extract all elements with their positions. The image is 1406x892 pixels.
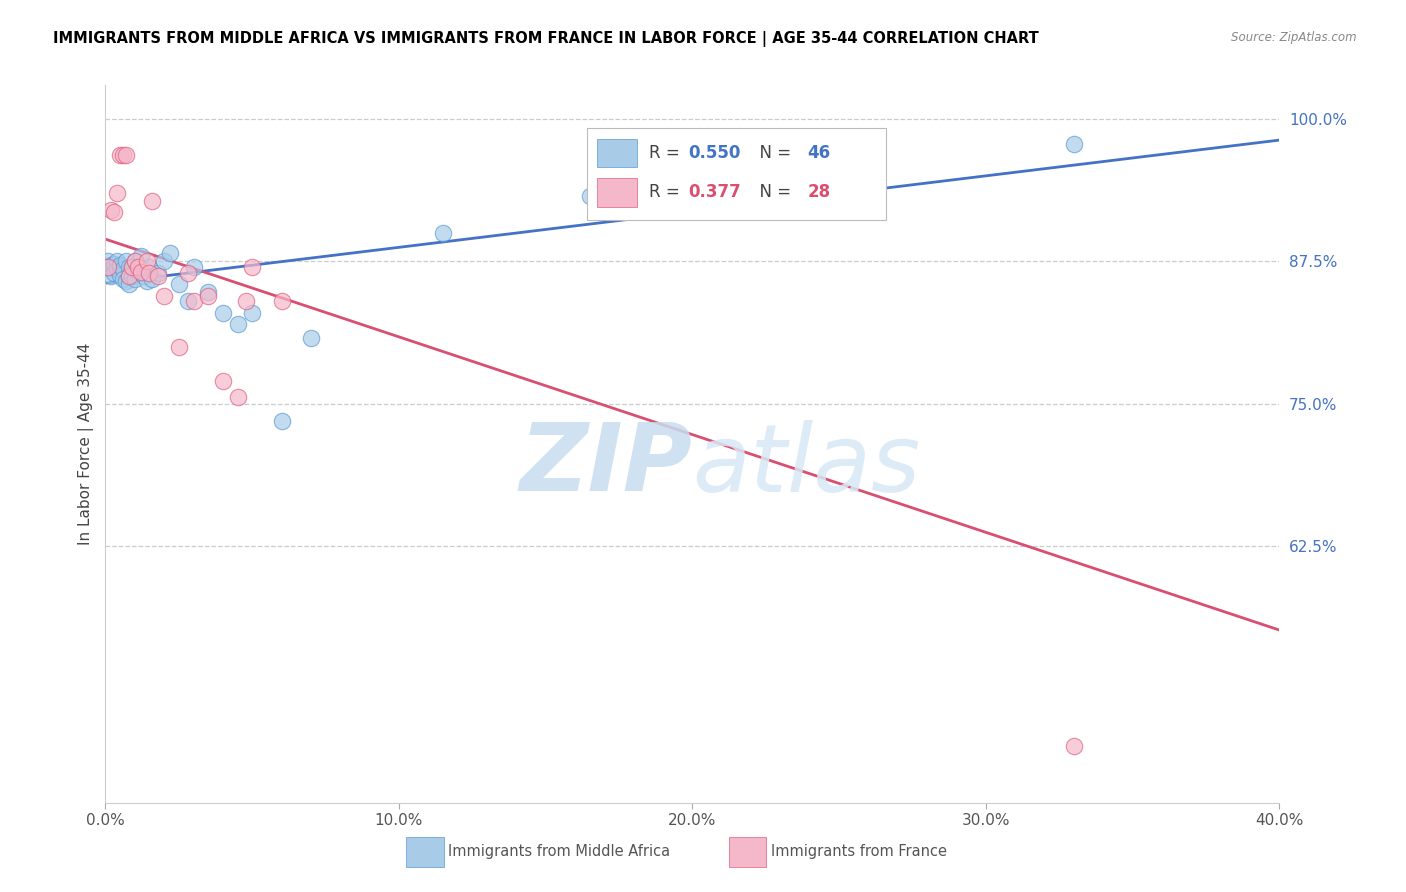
Point xyxy=(197,288,219,302)
Text: Immigrants from Middle Africa: Immigrants from Middle Africa xyxy=(449,844,671,859)
Point xyxy=(176,266,198,280)
Point xyxy=(108,268,131,282)
Point xyxy=(100,262,122,277)
Point xyxy=(197,285,219,300)
Point xyxy=(97,260,120,274)
Text: Source: ZipAtlas.com: Source: ZipAtlas.com xyxy=(1232,31,1357,45)
Point xyxy=(103,257,125,271)
Point xyxy=(129,265,152,279)
Point xyxy=(121,260,143,274)
Point xyxy=(132,269,155,284)
Point xyxy=(138,266,160,280)
FancyBboxPatch shape xyxy=(598,138,637,168)
Point xyxy=(100,258,122,272)
Text: ZIP: ZIP xyxy=(520,419,693,511)
Point xyxy=(118,269,141,284)
Point xyxy=(108,258,131,272)
Point xyxy=(105,262,128,277)
Point xyxy=(270,414,292,428)
Point xyxy=(153,254,176,268)
Point xyxy=(159,246,181,260)
Point xyxy=(115,148,138,162)
FancyBboxPatch shape xyxy=(728,838,766,867)
Point xyxy=(1063,136,1085,151)
Point xyxy=(270,294,292,309)
Text: N =: N = xyxy=(749,144,796,162)
Point xyxy=(115,254,138,268)
Point xyxy=(226,317,249,331)
Point xyxy=(112,148,135,162)
Point xyxy=(148,266,170,280)
Point xyxy=(135,274,157,288)
Point xyxy=(141,194,163,208)
Point xyxy=(135,254,157,268)
Text: 0.550: 0.550 xyxy=(688,144,740,162)
Point xyxy=(183,294,205,309)
Point xyxy=(129,249,152,263)
Point xyxy=(211,374,233,388)
Point xyxy=(141,271,163,285)
Point xyxy=(138,260,160,274)
Point xyxy=(240,306,263,320)
Point xyxy=(299,331,322,345)
Text: atlas: atlas xyxy=(693,420,921,511)
Text: R =: R = xyxy=(650,184,685,202)
Text: R =: R = xyxy=(650,144,685,162)
Point xyxy=(127,263,149,277)
Point xyxy=(103,266,125,280)
Text: 46: 46 xyxy=(807,144,831,162)
Point xyxy=(97,254,120,268)
Point xyxy=(105,254,128,268)
Y-axis label: In Labor Force | Age 35-44: In Labor Force | Age 35-44 xyxy=(79,343,94,545)
Text: 28: 28 xyxy=(807,184,831,202)
Point xyxy=(108,260,131,274)
Text: IMMIGRANTS FROM MIDDLE AFRICA VS IMMIGRANTS FROM FRANCE IN LABOR FORCE | AGE 35-: IMMIGRANTS FROM MIDDLE AFRICA VS IMMIGRA… xyxy=(53,31,1039,47)
Point xyxy=(100,269,122,284)
Point xyxy=(112,262,135,277)
Point xyxy=(118,277,141,292)
FancyBboxPatch shape xyxy=(586,128,886,219)
Point xyxy=(127,260,149,274)
Point xyxy=(578,189,600,203)
Point xyxy=(103,260,125,274)
Point xyxy=(124,271,146,285)
Point xyxy=(183,260,205,274)
Point xyxy=(121,269,143,284)
Point xyxy=(103,205,125,219)
Point xyxy=(167,340,190,354)
FancyBboxPatch shape xyxy=(598,178,637,207)
Point xyxy=(121,260,143,274)
Point xyxy=(112,271,135,285)
Point xyxy=(1063,739,1085,753)
Point xyxy=(167,277,190,292)
Point xyxy=(153,288,176,302)
FancyBboxPatch shape xyxy=(406,838,443,867)
Point xyxy=(124,254,146,268)
Text: Immigrants from France: Immigrants from France xyxy=(770,844,948,859)
Point xyxy=(108,148,131,162)
Point xyxy=(240,260,263,274)
Text: 0.377: 0.377 xyxy=(688,184,741,202)
Point xyxy=(176,294,198,309)
Point xyxy=(115,274,138,288)
Point xyxy=(226,390,249,404)
Text: N =: N = xyxy=(749,184,796,202)
Point xyxy=(769,157,792,171)
Point xyxy=(105,186,128,200)
Point xyxy=(432,226,454,240)
Point xyxy=(769,136,792,151)
Point xyxy=(211,306,233,320)
Point xyxy=(118,260,141,274)
Point xyxy=(97,260,120,274)
Point xyxy=(100,203,122,218)
Point xyxy=(148,269,170,284)
Point xyxy=(118,269,141,284)
Point xyxy=(235,294,257,309)
Point xyxy=(124,254,146,268)
